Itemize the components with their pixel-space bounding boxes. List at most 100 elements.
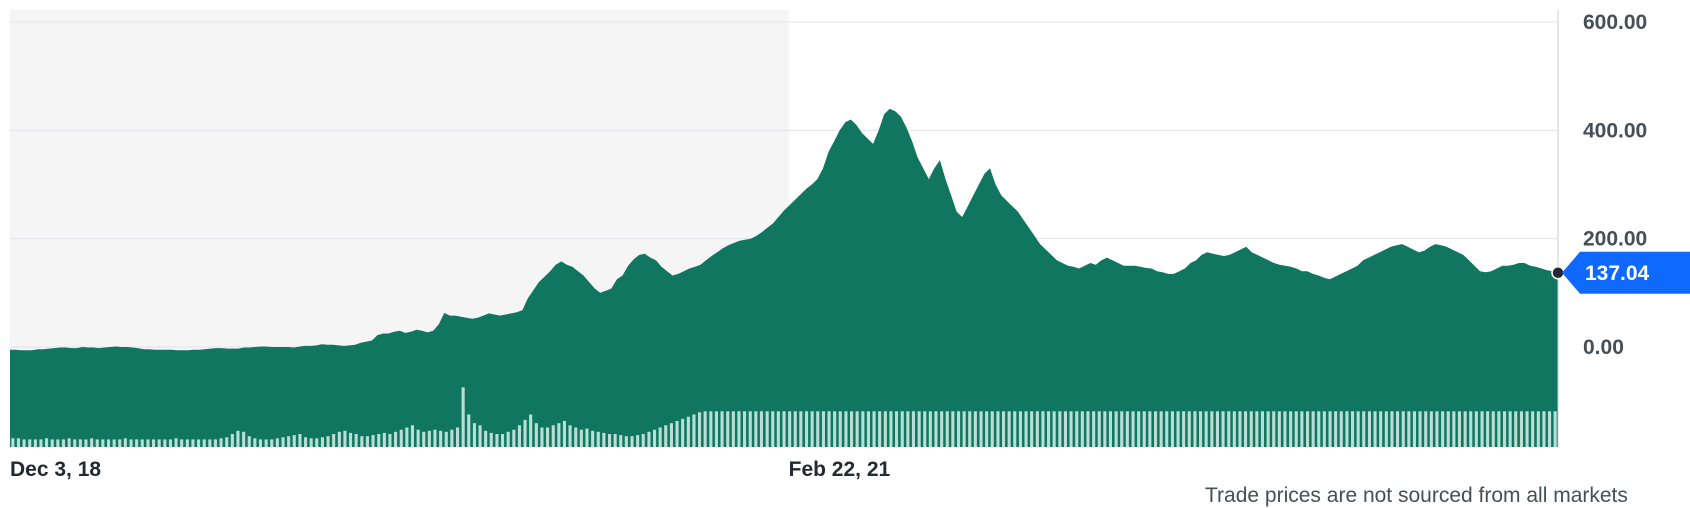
volume-bar <box>1063 411 1067 448</box>
volume-bar <box>889 411 893 448</box>
volume-bar <box>489 432 493 447</box>
volume-bar <box>1221 411 1225 448</box>
volume-bar <box>906 411 910 448</box>
volume-bar <box>101 439 105 447</box>
volume-bar <box>1289 411 1293 448</box>
volume-bar <box>405 427 409 447</box>
volume-bar <box>298 434 302 447</box>
volume-bar <box>1396 411 1400 448</box>
volume-bar <box>878 411 882 448</box>
volume-bar <box>360 436 364 447</box>
volume-bar <box>619 435 623 447</box>
volume-bar <box>928 411 932 448</box>
volume-bar <box>1277 411 1281 448</box>
volume-bar <box>292 435 296 447</box>
volume-bar <box>1412 411 1416 448</box>
volume-bar <box>1086 411 1090 448</box>
volume-bar <box>270 439 274 447</box>
volume-bar <box>382 432 386 447</box>
price-area[interactable] <box>10 108 1558 447</box>
y-tick-label: 600.00 <box>1583 11 1647 34</box>
volume-bar <box>523 419 527 447</box>
volume-bar <box>281 437 285 448</box>
volume-bar <box>1508 411 1512 448</box>
volume-bar <box>731 411 735 448</box>
volume-bar <box>371 435 375 447</box>
volume-bar <box>326 436 330 447</box>
volume-bar <box>1424 411 1428 448</box>
volume-bar <box>1193 411 1197 448</box>
volume-bar <box>67 438 71 447</box>
volume-bar <box>1120 411 1124 448</box>
volume-bar <box>1002 411 1006 448</box>
volume-bar <box>1480 411 1484 448</box>
volume-bar <box>1300 411 1304 448</box>
volume-bar <box>776 411 780 448</box>
x-axis-ticks: Dec 3, 18 Feb 22, 21 <box>10 458 891 481</box>
volume-bar <box>546 427 550 447</box>
volume-bar <box>883 411 887 448</box>
volume-bar <box>833 411 837 448</box>
volume-bar <box>1491 411 1495 448</box>
volume-bar <box>219 438 223 447</box>
volume-bar <box>1418 411 1422 448</box>
volume-bar <box>996 411 1000 448</box>
volume-bar <box>197 439 201 447</box>
volume-bar <box>1379 411 1383 448</box>
volume-bar <box>146 439 150 447</box>
volume-bar <box>140 439 144 447</box>
volume-bar <box>748 411 752 448</box>
volume-bar <box>1294 411 1298 448</box>
volume-bar <box>957 411 961 448</box>
volume-bar <box>1317 411 1321 448</box>
volume-bar <box>551 425 555 447</box>
volume-bar <box>534 423 538 447</box>
x-tick-label: Feb 22, 21 <box>789 458 891 481</box>
volume-bar <box>596 431 600 447</box>
volume-bar <box>1356 411 1360 448</box>
volume-bar <box>377 434 381 447</box>
y-tick-label: 400.00 <box>1583 119 1647 142</box>
volume-bar <box>1542 411 1546 448</box>
volume-bar <box>686 416 690 447</box>
volume-bar <box>782 411 786 448</box>
volume-bar <box>805 411 809 448</box>
volume-bar <box>827 411 831 448</box>
volume-bar <box>1272 411 1276 448</box>
volume-bar <box>968 411 972 448</box>
volume-bar <box>799 411 803 448</box>
volume-bar <box>1035 411 1039 448</box>
volume-bar <box>264 439 268 447</box>
volume-bar <box>1457 411 1461 448</box>
volume-bar <box>73 439 77 447</box>
volume-bar <box>1503 411 1507 448</box>
volume-bar <box>1142 411 1146 448</box>
volume-bar <box>1401 411 1405 448</box>
volume-bar <box>1367 411 1371 448</box>
volume-bar <box>1486 411 1490 448</box>
volume-bar <box>1536 411 1540 448</box>
volume-bar <box>1390 411 1394 448</box>
volume-bar <box>1266 411 1270 448</box>
volume-bar <box>1215 411 1219 448</box>
volume-bar <box>855 411 859 448</box>
volume-bar <box>33 439 37 447</box>
volume-bar <box>506 431 510 447</box>
volume-bar <box>95 439 99 447</box>
volume-bar <box>78 439 82 447</box>
volume-bar <box>765 411 769 448</box>
volume-bar <box>1103 411 1107 448</box>
volume-bar <box>1052 411 1056 448</box>
volume-bar <box>112 439 116 447</box>
volume-bar <box>1469 411 1473 448</box>
volume-bar <box>1176 411 1180 448</box>
volume-bar <box>1351 411 1355 448</box>
volume-bar <box>1075 411 1079 448</box>
volume-bar <box>118 439 122 447</box>
volume-bar <box>1238 411 1242 448</box>
volume-bar <box>962 411 966 448</box>
volume-bar <box>242 431 246 447</box>
volume-bar <box>16 438 20 447</box>
volume-bar <box>253 438 257 447</box>
